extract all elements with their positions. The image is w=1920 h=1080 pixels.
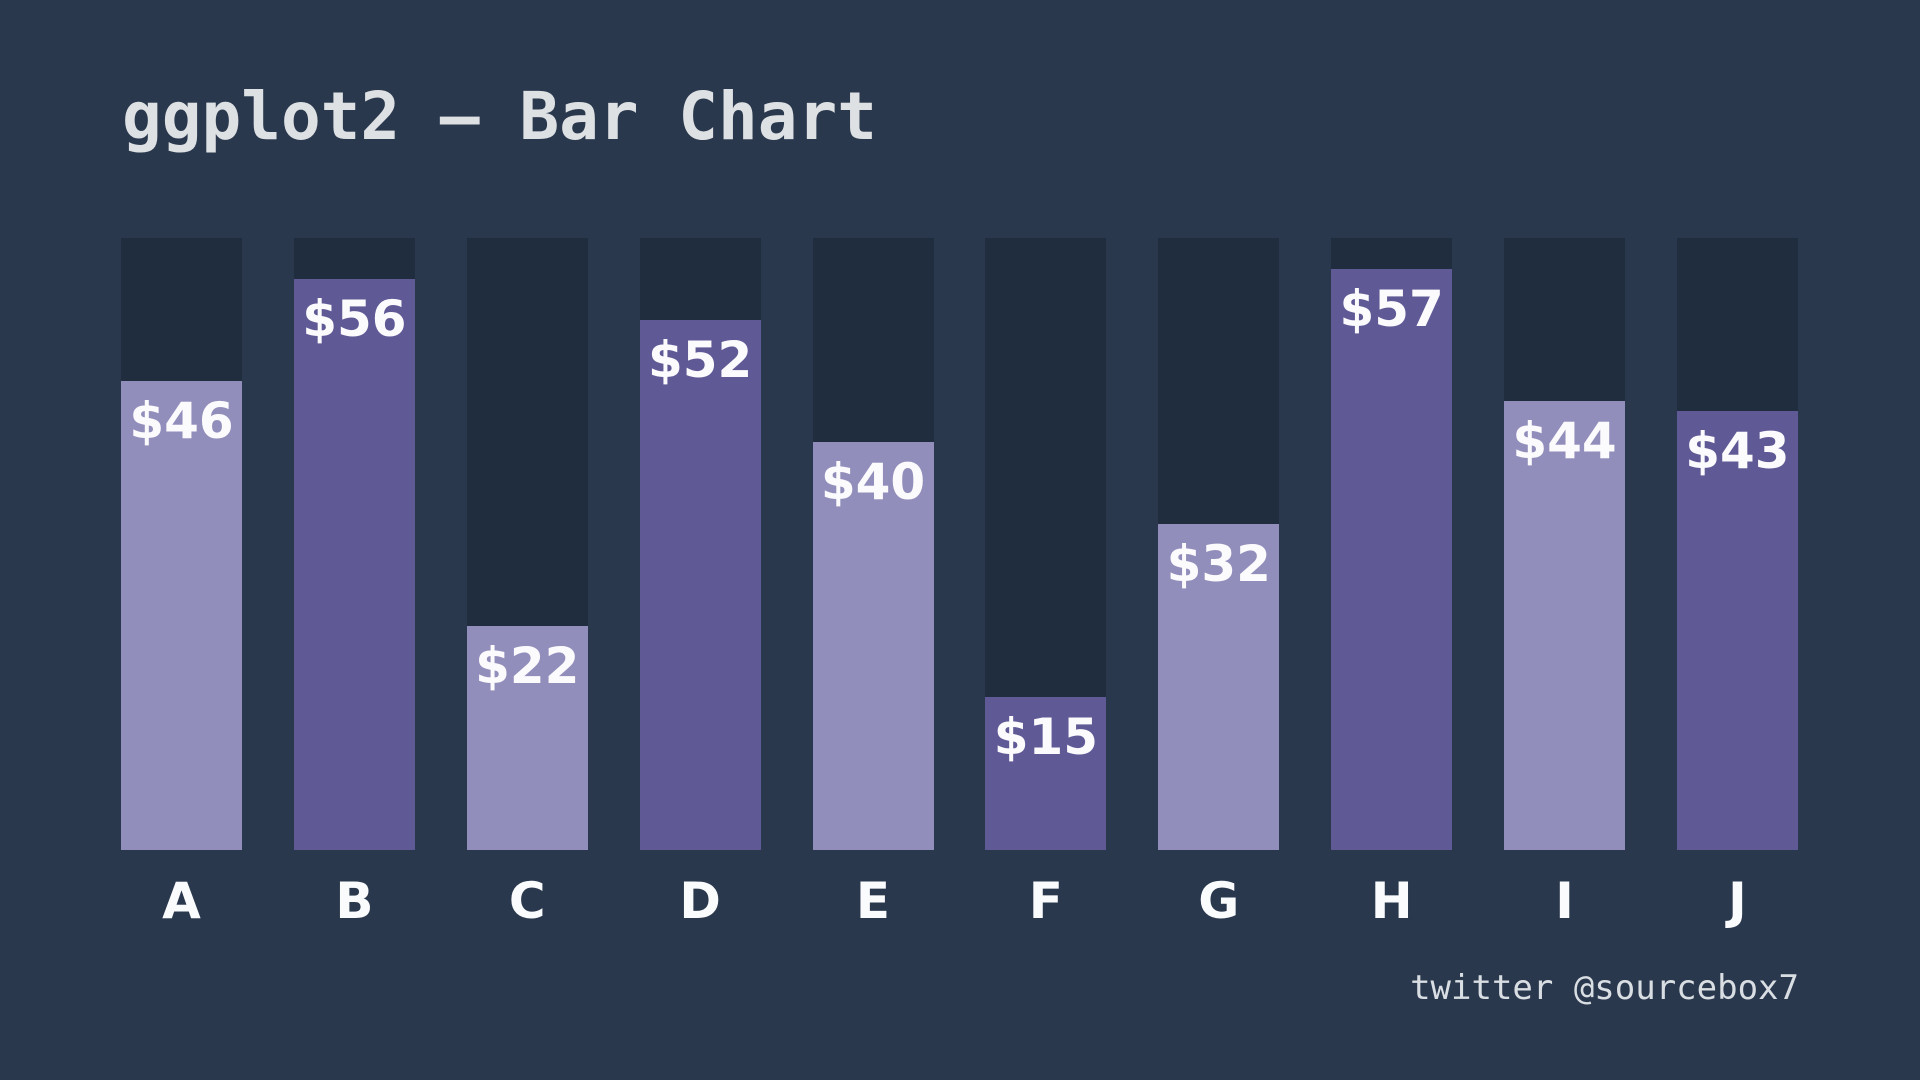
bar-value-label-C: $22: [475, 636, 580, 695]
x-axis-label-G: G: [1198, 872, 1240, 930]
bar-track-D: $52: [639, 238, 761, 850]
x-axis-label-H: H: [1370, 872, 1413, 930]
plot-area: $46 $56 $22 $52 $40 $15 $32 $57 $44 $43: [121, 238, 1798, 850]
bar-C: $22: [466, 625, 588, 850]
bar-value-label-D: $52: [647, 330, 753, 389]
x-axis-label-I: I: [1555, 872, 1574, 930]
bar-track-I: $44: [1504, 238, 1625, 850]
bar-track-A: $46: [121, 238, 242, 850]
bar-track-E: $40: [812, 238, 934, 850]
bar-track-G: $32: [1158, 238, 1280, 850]
x-axis-label-E: E: [855, 872, 891, 930]
bar-G: $32: [1158, 523, 1280, 850]
x-axis-label-A: A: [162, 872, 201, 930]
x-axis-label-D: D: [679, 872, 721, 930]
bar-track-H: $57: [1331, 238, 1453, 850]
bar-F: $15: [985, 697, 1107, 850]
bar-track-C: $22: [466, 238, 588, 850]
credit-text: twitter @sourcebox7: [1410, 968, 1799, 1008]
x-axis-label-F: F: [1028, 872, 1063, 930]
bar-J: $43: [1676, 411, 1798, 850]
x-axis-label-J: J: [1728, 872, 1747, 930]
bar-E: $40: [812, 442, 934, 850]
bar-value-label-F: $15: [993, 708, 1099, 766]
bar-value-label-A: $46: [129, 391, 234, 450]
bar-value-label-G: $32: [1166, 534, 1271, 593]
bar-A: $46: [121, 380, 242, 850]
bar-D: $52: [639, 319, 761, 850]
bar-track-F: $15: [985, 238, 1107, 850]
bar-value-label-I: $44: [1512, 412, 1617, 471]
chart-title: ggplot2 — Bar Chart: [122, 78, 877, 155]
bar-H: $57: [1331, 268, 1453, 850]
bar-value-label-J: $43: [1685, 422, 1790, 481]
x-axis-label-B: B: [335, 872, 374, 930]
bar-track-B: $56: [293, 238, 415, 850]
bar-value-label-B: $56: [302, 289, 407, 348]
bar-B: $56: [293, 278, 415, 850]
bar-value-label-H: $57: [1339, 279, 1444, 338]
bar-I: $44: [1504, 401, 1625, 850]
bar-value-label-E: $40: [820, 453, 926, 511]
bar-track-J: $43: [1676, 238, 1798, 850]
x-axis-label-C: C: [508, 872, 546, 930]
